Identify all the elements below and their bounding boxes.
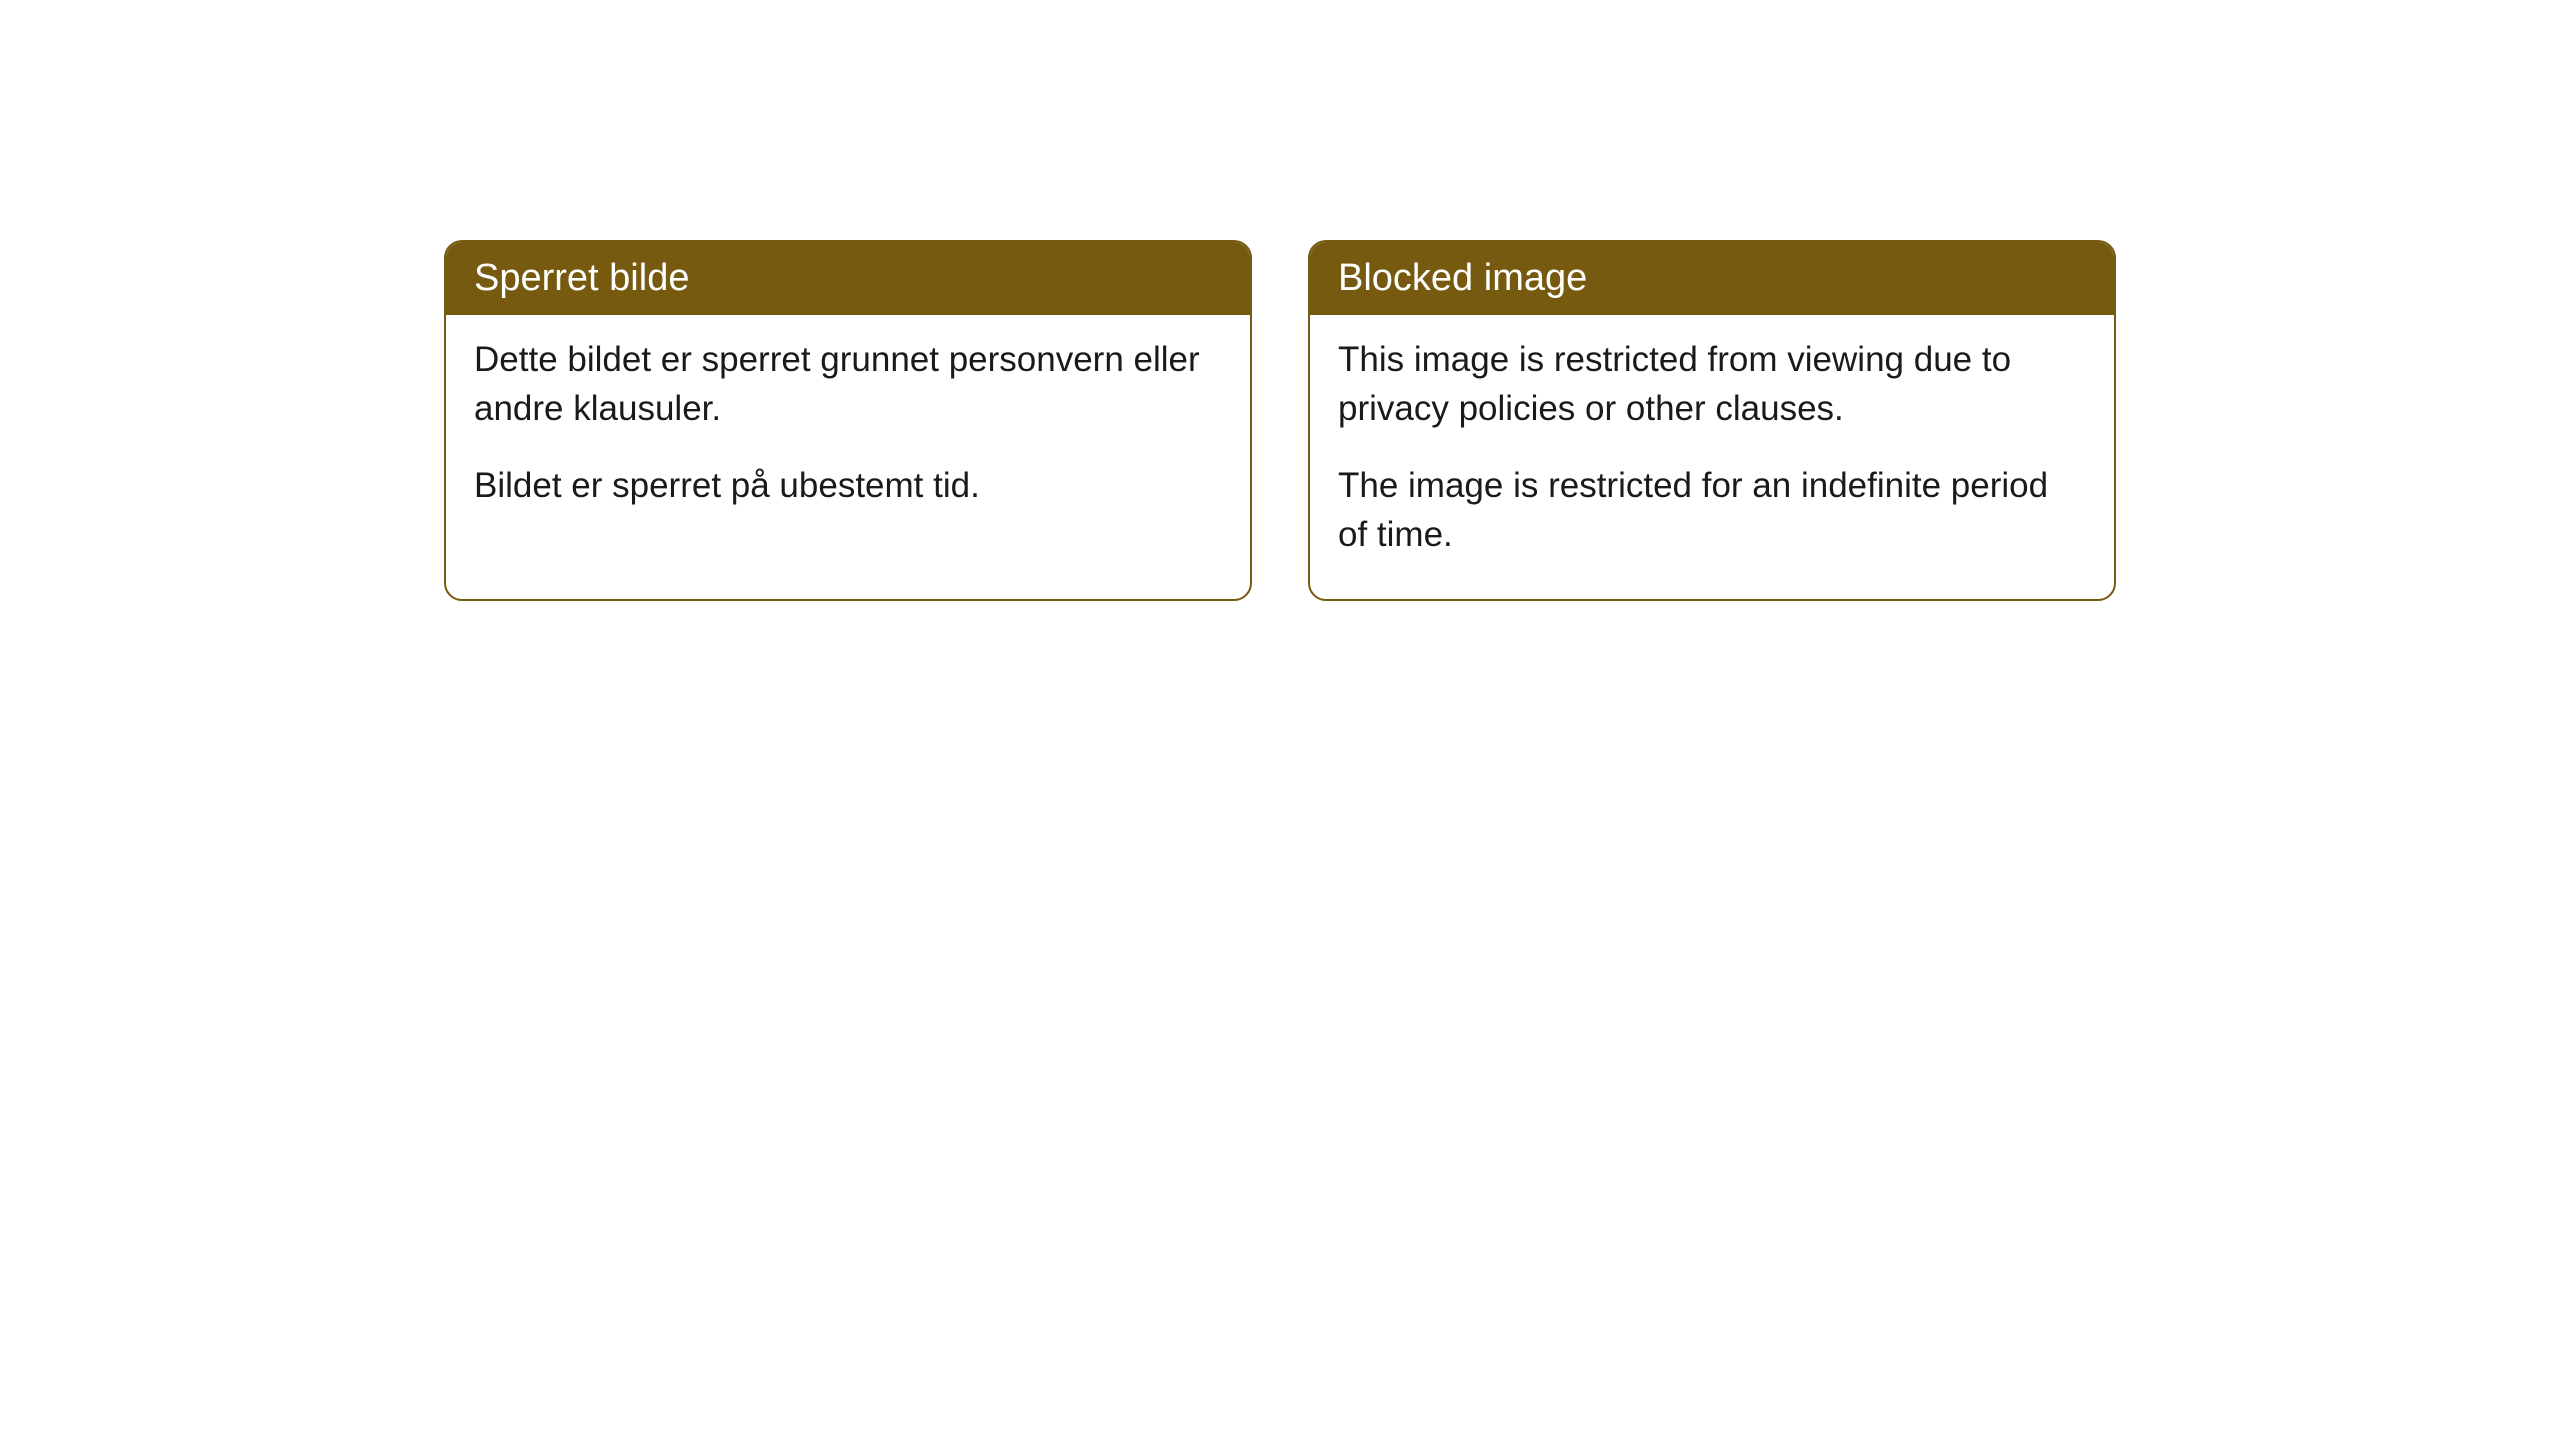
notice-card-english: Blocked image This image is restricted f…: [1308, 240, 2116, 601]
card-body: Dette bildet er sperret grunnet personve…: [446, 315, 1250, 550]
card-paragraph: Dette bildet er sperret grunnet personve…: [474, 335, 1222, 433]
notice-card-norwegian: Sperret bilde Dette bildet er sperret gr…: [444, 240, 1252, 601]
card-header: Sperret bilde: [446, 242, 1250, 315]
notice-cards-container: Sperret bilde Dette bildet er sperret gr…: [444, 240, 2116, 601]
card-paragraph: The image is restricted for an indefinit…: [1338, 461, 2086, 559]
card-body: This image is restricted from viewing du…: [1310, 315, 2114, 599]
card-paragraph: This image is restricted from viewing du…: [1338, 335, 2086, 433]
card-title: Sperret bilde: [474, 257, 689, 299]
card-paragraph: Bildet er sperret på ubestemt tid.: [474, 461, 1222, 510]
card-title: Blocked image: [1338, 257, 1587, 299]
card-header: Blocked image: [1310, 242, 2114, 315]
